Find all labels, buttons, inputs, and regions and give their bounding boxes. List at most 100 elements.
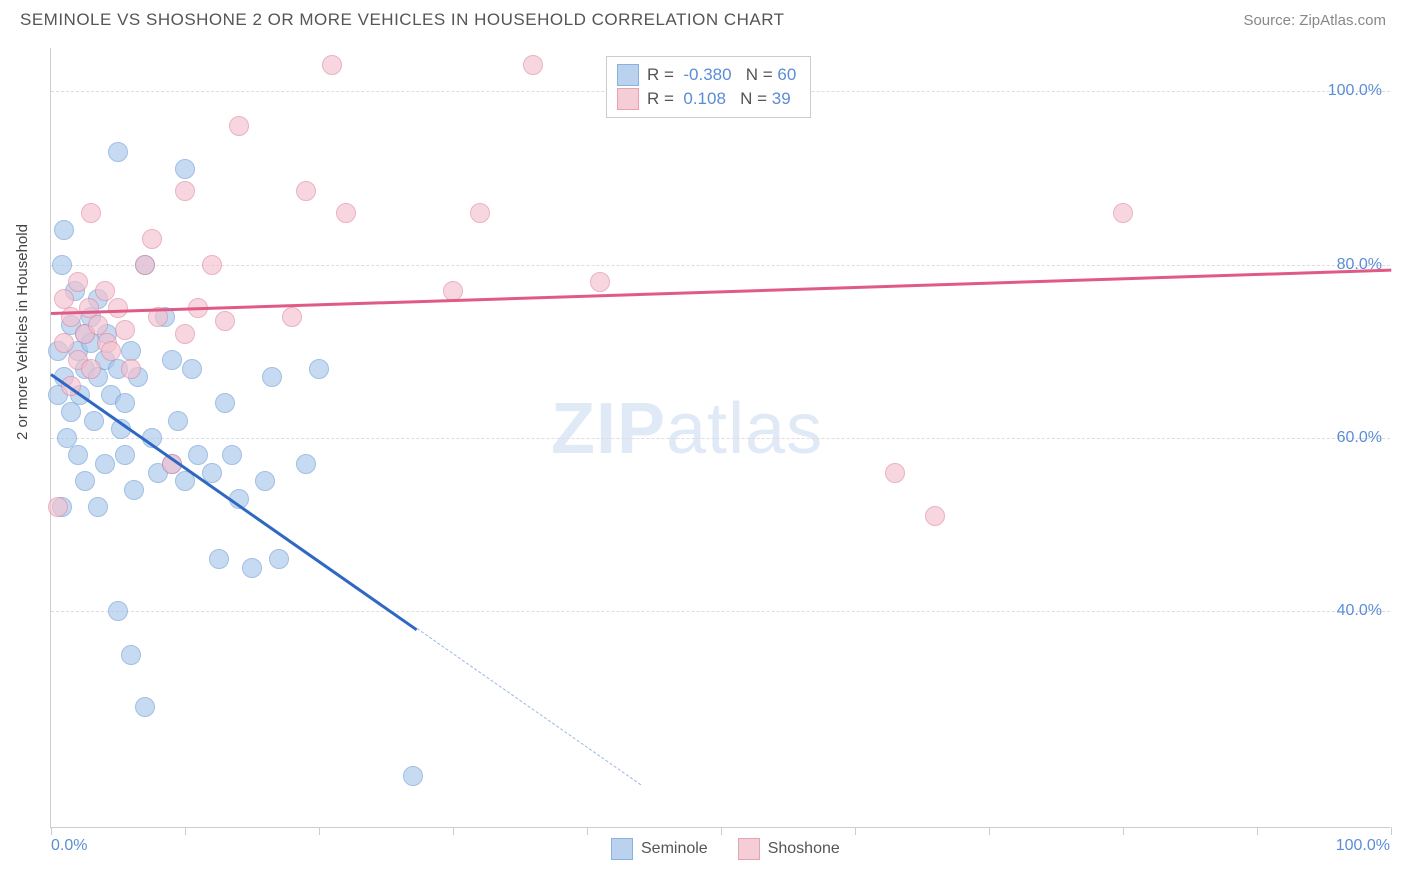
legend-row: R = 0.108 N = 39: [617, 87, 796, 111]
legend-swatch: [617, 88, 639, 110]
data-point: [135, 255, 155, 275]
legend-item: Shoshone: [738, 838, 840, 860]
data-point: [68, 445, 88, 465]
gridline: [51, 611, 1390, 612]
watermark-rest: atlas: [666, 389, 823, 469]
x-tick: [1257, 827, 1258, 835]
data-point: [925, 506, 945, 526]
data-point: [115, 320, 135, 340]
data-point: [95, 281, 115, 301]
data-point: [175, 159, 195, 179]
data-point: [175, 324, 195, 344]
x-tick: [51, 827, 52, 835]
chart-source: Source: ZipAtlas.com: [1243, 12, 1386, 29]
data-point: [142, 229, 162, 249]
x-tick: [1391, 827, 1392, 835]
correlation-legend: R = -0.380 N = 60R = 0.108 N = 39: [606, 56, 811, 118]
data-point: [336, 203, 356, 223]
x-tick: [319, 827, 320, 835]
x-tick: [721, 827, 722, 835]
legend-swatch: [617, 64, 639, 86]
data-point: [135, 697, 155, 717]
chart-title: SEMINOLE VS SHOSHONE 2 OR MORE VEHICLES …: [20, 10, 785, 30]
data-point: [322, 55, 342, 75]
y-tick-label: 100.0%: [1328, 82, 1382, 100]
x-tick: [587, 827, 588, 835]
data-point: [182, 359, 202, 379]
x-tick: [989, 827, 990, 835]
y-tick-label: 40.0%: [1337, 602, 1382, 620]
trend-line: [51, 269, 1391, 315]
data-point: [188, 445, 208, 465]
legend-series-name: Shoshone: [768, 840, 840, 858]
data-point: [101, 341, 121, 361]
data-point: [68, 272, 88, 292]
legend-stats: R = -0.380 N = 60: [647, 63, 796, 87]
x-axis-min-label: 0.0%: [51, 837, 87, 855]
data-point: [255, 471, 275, 491]
data-point: [1113, 203, 1133, 223]
x-tick: [185, 827, 186, 835]
watermark: ZIPatlas: [551, 388, 823, 470]
legend-series-name: Seminole: [641, 840, 708, 858]
watermark-bold: ZIP: [551, 389, 666, 469]
data-point: [282, 307, 302, 327]
gridline: [51, 265, 1390, 266]
data-point: [215, 393, 235, 413]
y-tick-label: 60.0%: [1337, 429, 1382, 447]
legend-item: Seminole: [611, 838, 708, 860]
data-point: [121, 645, 141, 665]
data-point: [215, 311, 235, 331]
data-point: [115, 393, 135, 413]
data-point: [54, 220, 74, 240]
data-point: [309, 359, 329, 379]
x-axis-max-label: 100.0%: [1336, 837, 1390, 855]
data-point: [121, 359, 141, 379]
data-point: [209, 549, 229, 569]
data-point: [81, 203, 101, 223]
data-point: [52, 255, 72, 275]
data-point: [296, 454, 316, 474]
data-point: [108, 601, 128, 621]
legend-swatch: [738, 838, 760, 860]
legend-swatch: [611, 838, 633, 860]
data-point: [403, 766, 423, 786]
data-point: [84, 411, 104, 431]
data-point: [470, 203, 490, 223]
data-point: [88, 497, 108, 517]
data-point: [523, 55, 543, 75]
data-point: [242, 558, 262, 578]
x-tick: [1123, 827, 1124, 835]
data-point: [229, 116, 249, 136]
scatter-chart: ZIPatlas 40.0%60.0%80.0%100.0%0.0%100.0%…: [50, 48, 1390, 828]
legend-row: R = -0.380 N = 60: [617, 63, 796, 87]
data-point: [115, 445, 135, 465]
data-point: [124, 480, 144, 500]
data-point: [262, 367, 282, 387]
chart-header: SEMINOLE VS SHOSHONE 2 OR MORE VEHICLES …: [0, 0, 1406, 38]
data-point: [108, 298, 128, 318]
data-point: [48, 497, 68, 517]
data-point: [108, 142, 128, 162]
gridline: [51, 438, 1390, 439]
data-point: [61, 402, 81, 422]
data-point: [175, 181, 195, 201]
x-tick: [453, 827, 454, 835]
data-point: [590, 272, 610, 292]
trend-line: [416, 628, 641, 785]
data-point: [443, 281, 463, 301]
data-point: [95, 454, 115, 474]
data-point: [269, 549, 289, 569]
data-point: [75, 471, 95, 491]
data-point: [162, 350, 182, 370]
data-point: [296, 181, 316, 201]
data-point: [222, 445, 242, 465]
series-legend: Seminole Shoshone: [611, 838, 840, 860]
y-axis-label: 2 or more Vehicles in Household: [14, 224, 31, 440]
data-point: [885, 463, 905, 483]
data-point: [168, 411, 188, 431]
x-tick: [855, 827, 856, 835]
data-point: [81, 359, 101, 379]
data-point: [202, 255, 222, 275]
data-point: [54, 333, 74, 353]
